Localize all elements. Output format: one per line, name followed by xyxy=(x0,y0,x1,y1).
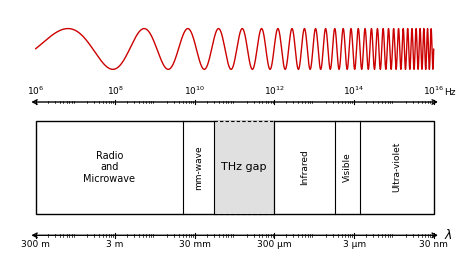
Bar xyxy=(36,121,434,214)
Text: 3 m: 3 m xyxy=(107,240,124,249)
Text: 10$^{16}$: 10$^{16}$ xyxy=(423,84,444,97)
Text: 10$^8$: 10$^8$ xyxy=(107,84,124,97)
Text: 10$^6$: 10$^6$ xyxy=(27,84,44,97)
Text: λ: λ xyxy=(444,229,452,242)
Text: mm-wave: mm-wave xyxy=(194,145,203,190)
Text: Radio
and
Microwave: Radio and Microwave xyxy=(83,151,135,184)
Text: THz gap: THz gap xyxy=(221,162,267,172)
Text: Infrared: Infrared xyxy=(300,149,309,185)
Text: 10$^{10}$: 10$^{10}$ xyxy=(184,84,205,97)
Text: 30 mm: 30 mm xyxy=(179,240,211,249)
Text: 3 μm: 3 μm xyxy=(343,240,365,249)
Bar xyxy=(213,121,274,214)
Text: 10$^{12}$: 10$^{12}$ xyxy=(264,84,285,97)
Text: Ultra-violet: Ultra-violet xyxy=(392,142,401,193)
Text: 30 nm: 30 nm xyxy=(419,240,448,249)
Text: 10$^{14}$: 10$^{14}$ xyxy=(344,84,365,97)
Text: Hz: Hz xyxy=(444,88,456,97)
Text: Visible: Visible xyxy=(343,152,352,182)
Text: 300 m: 300 m xyxy=(21,240,50,249)
Text: 300 μm: 300 μm xyxy=(257,240,292,249)
